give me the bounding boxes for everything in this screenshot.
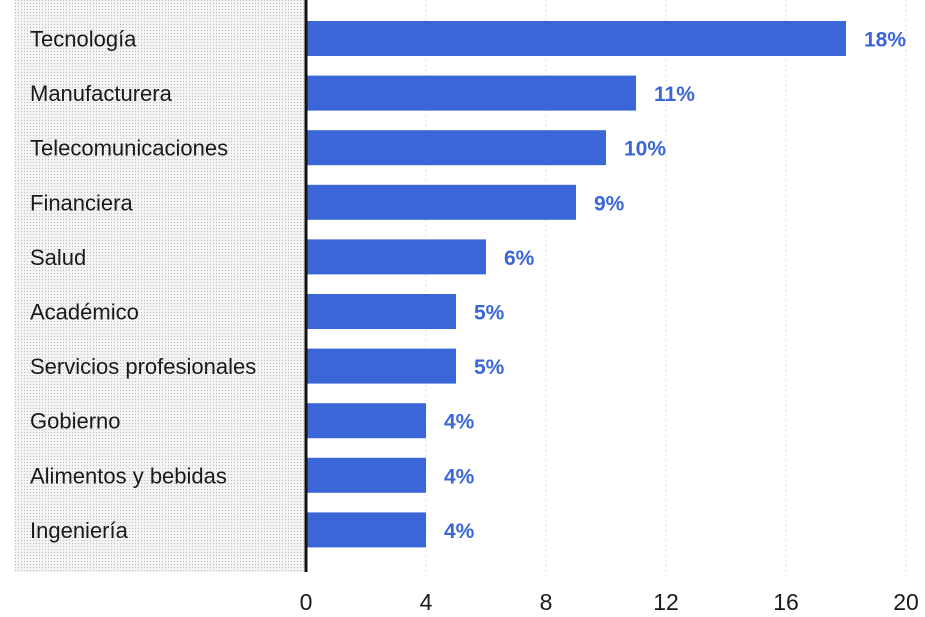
x-tick-label: 20 — [893, 589, 919, 615]
category-label-panel — [14, 0, 306, 572]
category-label: Salud — [30, 245, 86, 270]
x-tick-label: 8 — [540, 589, 553, 615]
bar — [306, 75, 636, 111]
x-tick-label: 0 — [300, 589, 313, 615]
category-label: Alimentos y bebidas — [30, 463, 227, 488]
bar — [306, 512, 426, 548]
bar — [306, 457, 426, 493]
category-label: Financiera — [30, 190, 133, 215]
value-label: 9% — [594, 192, 625, 215]
category-label: Manufacturera — [30, 81, 173, 106]
value-label: 4% — [444, 465, 475, 488]
value-label: 4% — [444, 520, 475, 543]
value-label: 10% — [624, 138, 666, 161]
category-label: Ingeniería — [30, 518, 129, 543]
bars-group — [306, 21, 846, 548]
category-label: Académico — [30, 300, 139, 325]
bar — [306, 403, 426, 439]
category-label: Tecnología — [30, 27, 137, 52]
value-label: 4% — [444, 411, 475, 434]
bar — [306, 21, 846, 56]
value-label: 6% — [504, 247, 535, 270]
value-label: 5% — [474, 356, 505, 379]
bar — [306, 294, 456, 329]
value-labels: 18% 11% 10% 9% 6% 5% 5% 4% 4% 4% — [444, 29, 906, 543]
bar — [306, 239, 486, 275]
value-label: 11% — [654, 83, 695, 106]
x-tick-label: 4 — [420, 589, 433, 615]
category-label: Telecomunicaciones — [30, 136, 228, 161]
bar — [306, 184, 576, 220]
x-tick-label: 12 — [653, 589, 679, 615]
category-label: Gobierno — [30, 409, 121, 434]
value-label: 5% — [474, 302, 505, 325]
value-label: 18% — [864, 29, 906, 52]
category-label: Servicios profesionales — [30, 354, 256, 379]
bar — [306, 348, 456, 384]
category-labels: Tecnología Manufacturera Telecomunicacione… — [30, 27, 256, 543]
bar — [306, 130, 606, 166]
x-axis-ticks: 0 4 8 12 16 20 — [300, 589, 919, 615]
x-tick-label: 16 — [773, 589, 799, 615]
